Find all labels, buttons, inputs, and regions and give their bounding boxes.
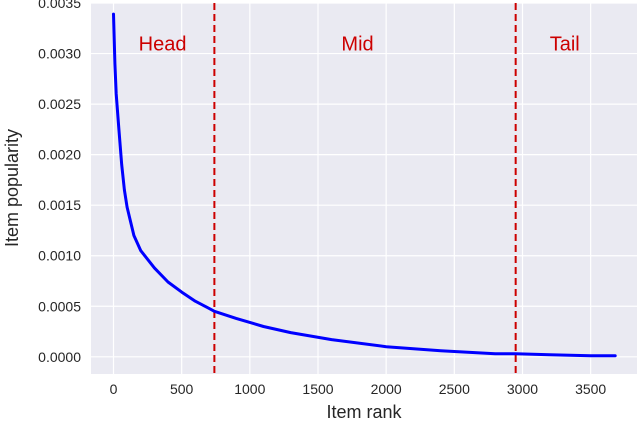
x-tick-label: 0: [110, 381, 118, 397]
y-tick-label: 0.0005: [38, 298, 81, 314]
y-tick-label: 0.0000: [38, 349, 81, 365]
x-tick-label: 2500: [439, 381, 470, 397]
popularity-line: [112, 12, 617, 358]
plot-background: [91, 3, 637, 374]
y-tick-labels: 0.0000 0.0005 0.0010 0.0015 0.0020 0.0025 0.00…: [38, 0, 81, 365]
region-label-mid: Mid: [341, 33, 373, 55]
x-tick-label: 3500: [575, 381, 606, 397]
data-series: [112, 12, 617, 358]
y-tick-label: 0.0035: [38, 0, 81, 11]
x-tick-label: 3000: [507, 381, 538, 397]
x-tick-labels: 0 500 1000 1500 2000 2500 3000 3500: [110, 381, 607, 397]
x-axis-label: Item rank: [326, 402, 402, 422]
region-labels: Head Mid Tail: [139, 33, 580, 55]
y-tick-label: 0.0015: [38, 197, 81, 213]
region-label-head: Head: [139, 33, 187, 55]
x-tick-label: 1500: [302, 381, 333, 397]
y-tick-label: 0.0010: [38, 248, 81, 264]
y-tick-label: 0.0020: [38, 147, 81, 163]
x-tick-label: 1000: [234, 381, 265, 397]
y-tick-label: 0.0030: [38, 46, 81, 62]
y-axis-label: Item popularity: [2, 129, 22, 247]
x-tick-label: 2000: [371, 381, 402, 397]
y-tick-label: 0.0025: [38, 96, 81, 112]
grid-lines: [91, 2, 637, 374]
x-tick-label: 500: [170, 381, 194, 397]
region-label-tail: Tail: [550, 33, 580, 55]
